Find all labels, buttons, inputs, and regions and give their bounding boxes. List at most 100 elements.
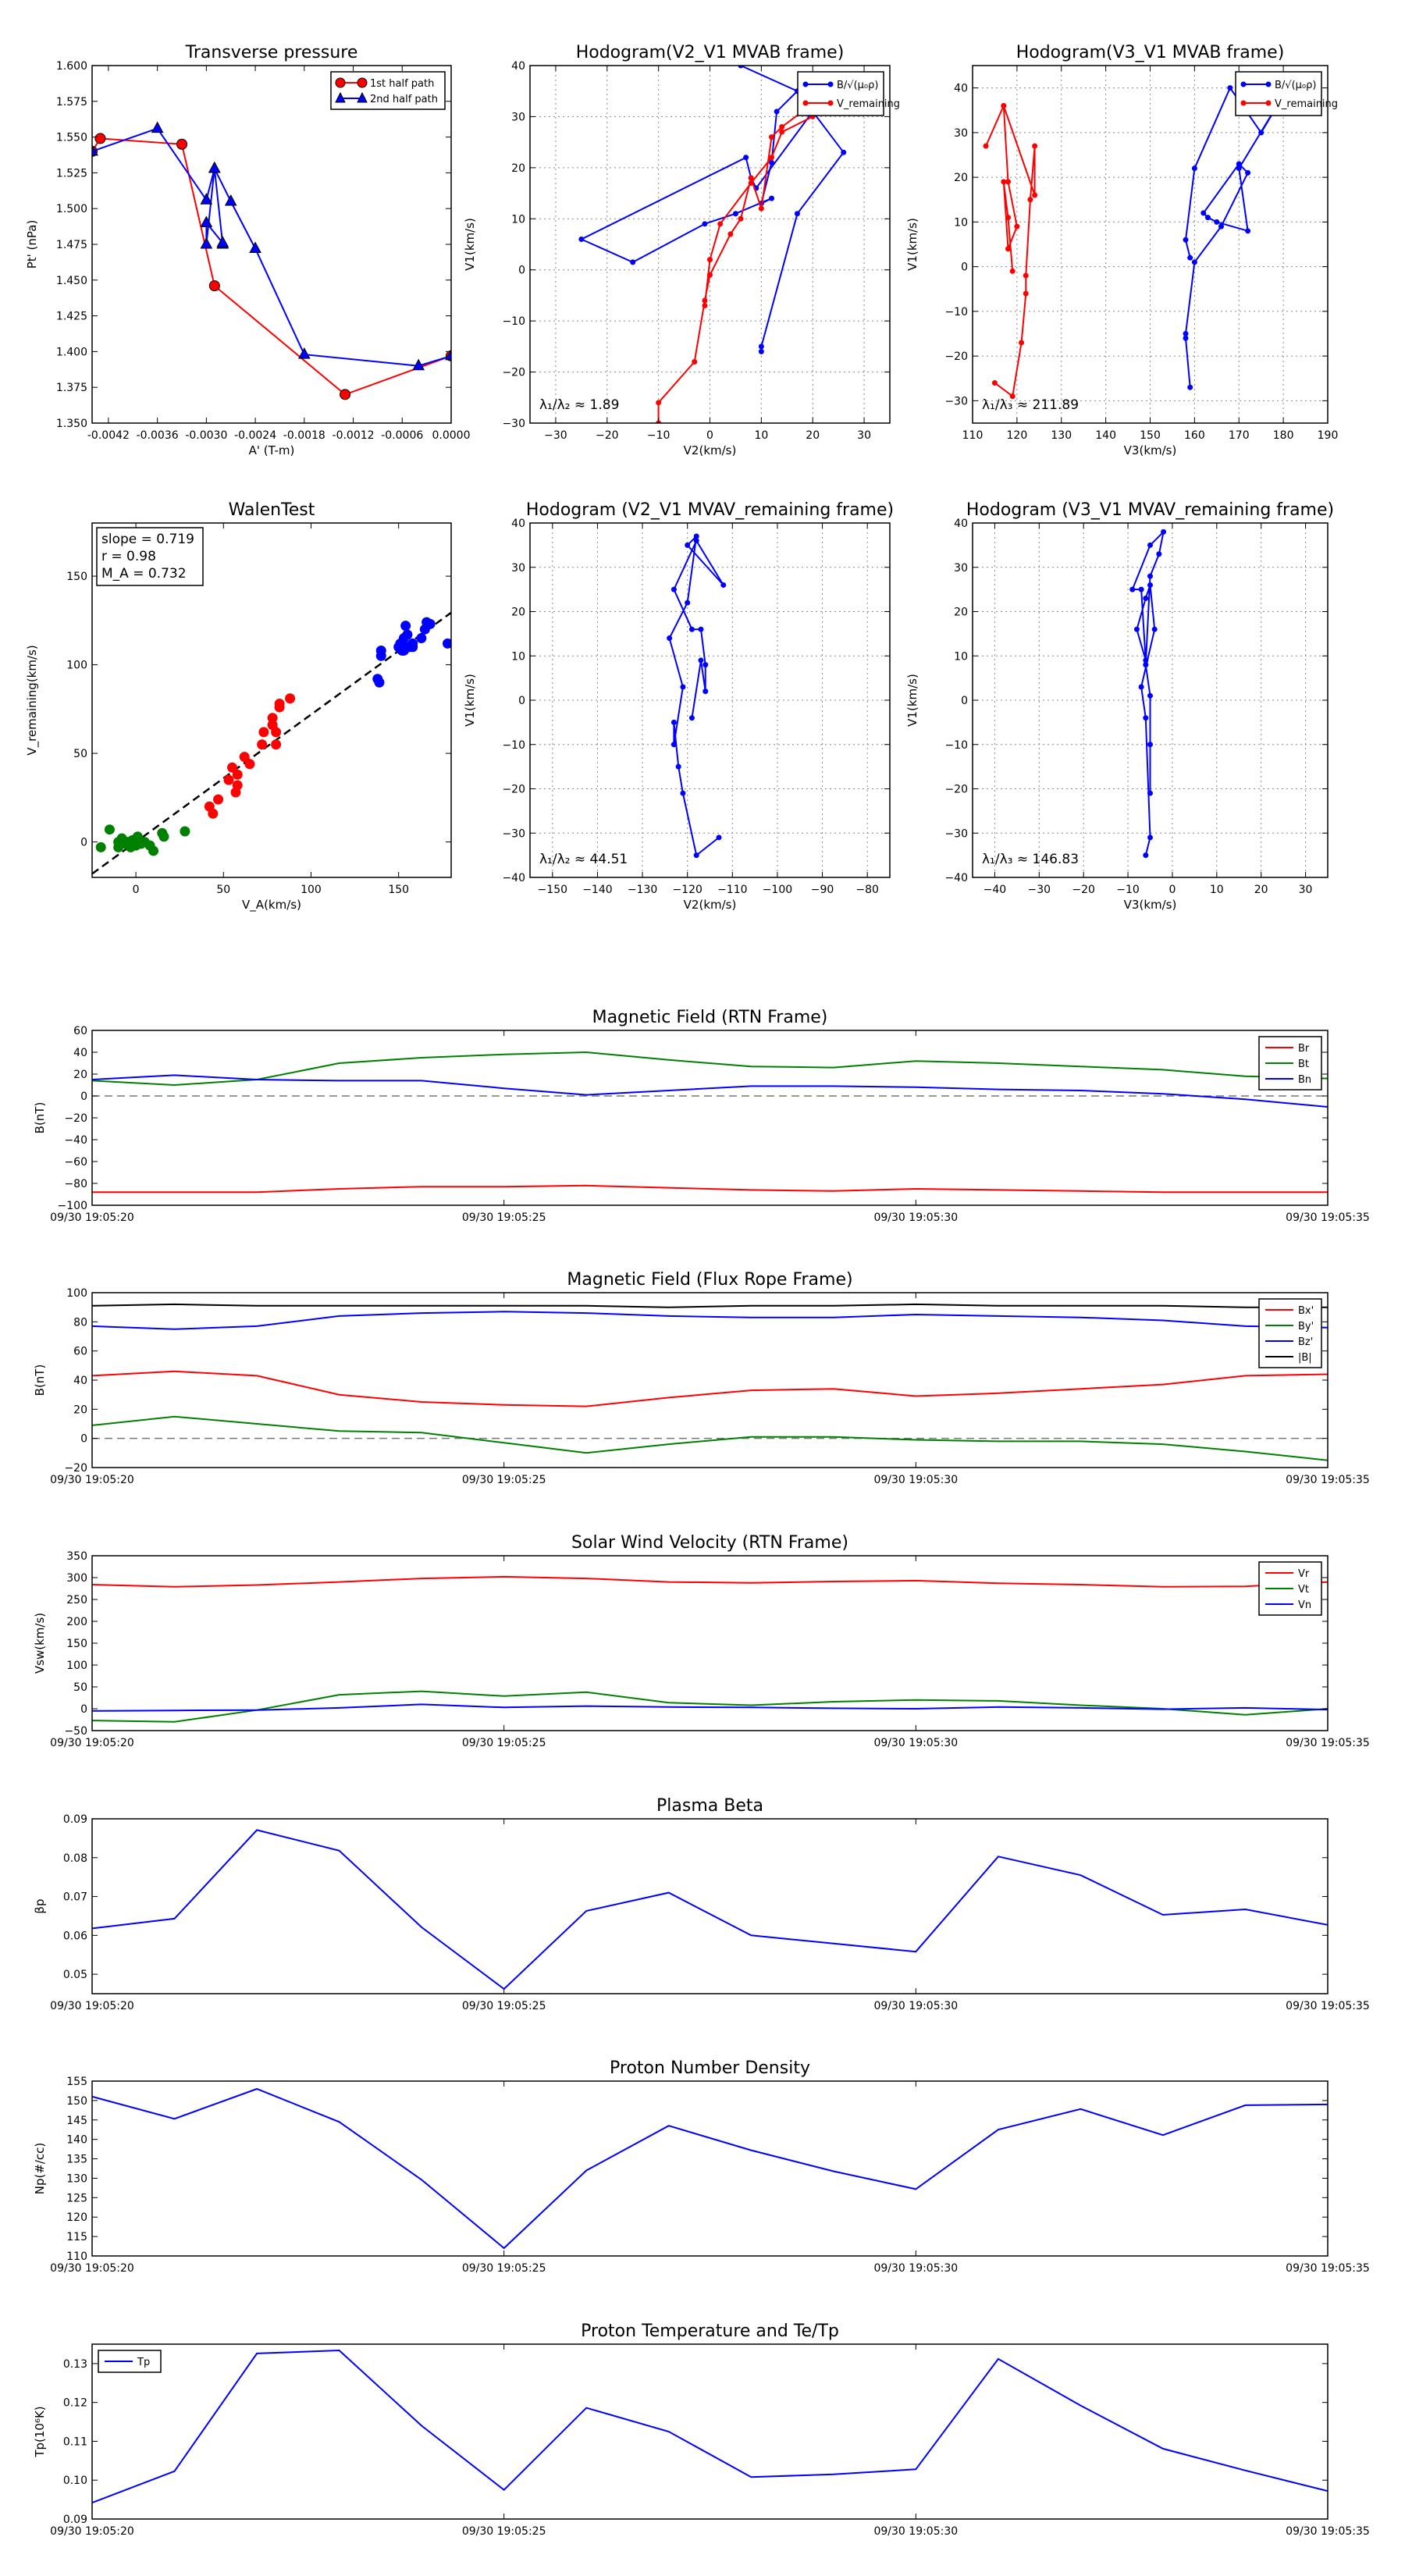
legend: B/√(μ₀ρ) V_remaining <box>1235 71 1338 116</box>
data-point <box>412 358 425 371</box>
data-point <box>685 600 691 606</box>
data-point <box>688 626 695 632</box>
data-point <box>92 144 98 156</box>
x-tick-label: 0 <box>1168 884 1176 896</box>
data-point <box>688 715 695 721</box>
series-1st half path <box>92 133 451 400</box>
data-point <box>1191 165 1197 172</box>
plot-frame <box>91 1818 1329 1994</box>
y-tick-label: 30 <box>954 127 968 140</box>
x-tick-label: -0.0030 <box>185 429 227 442</box>
legend: 1st half path 2nd half path <box>330 71 446 110</box>
x-tick-label: −10 <box>1116 884 1140 896</box>
data-point <box>1138 586 1144 592</box>
data-point <box>1147 742 1153 748</box>
y-axis-label: βp <box>33 1898 47 1913</box>
data-point <box>667 635 673 642</box>
x-tick-label: 09/30 19:05:30 <box>873 1474 958 1486</box>
data-point <box>738 215 744 222</box>
data-point <box>1032 143 1038 149</box>
x-tick-label: −20 <box>1072 884 1095 896</box>
y-axis-label: V_remaining(km/s) <box>25 645 40 755</box>
data-point <box>707 257 713 263</box>
data-point <box>208 161 221 173</box>
chart-title: Proton Number Density <box>610 2058 810 2078</box>
data-point <box>416 633 427 644</box>
y-tick-label: 80 <box>73 1316 87 1329</box>
data-point <box>692 358 698 365</box>
x-tick-label: 09/30 19:05:25 <box>462 2525 546 2538</box>
chart-title: Proton Temperature and Te/Tp <box>581 2322 839 2341</box>
data-point <box>1156 551 1162 557</box>
data-point <box>1001 179 1007 185</box>
x-tick-label: 09/30 19:05:25 <box>462 1212 546 1224</box>
y-tick-label: 1.400 <box>56 346 87 358</box>
legend-marker <box>802 81 809 87</box>
legend-box <box>330 71 446 110</box>
x-tick-label: −40 <box>984 884 1007 896</box>
y-tick-label: 0 <box>80 1433 87 1446</box>
x-tick-label: 150 <box>388 884 409 896</box>
data-point <box>208 808 219 819</box>
legend-marker <box>802 100 809 106</box>
data-point <box>779 124 785 130</box>
x-tick-label: 10 <box>1210 884 1224 896</box>
data-point <box>340 389 351 400</box>
chart-title: Hodogram(V3_V1 MVAB frame) <box>1016 43 1285 62</box>
x-tick-label: 09/30 19:05:25 <box>462 1737 546 1749</box>
data-point <box>698 657 704 664</box>
x-tick-label: 140 <box>1095 429 1116 442</box>
stats-line: slope = 0.719 <box>101 532 194 547</box>
x-tick-label: 130 <box>1051 429 1072 442</box>
data-point <box>1143 595 1149 601</box>
x-tick-label: 09/30 19:05:20 <box>50 1212 134 1224</box>
data-point <box>1204 215 1211 221</box>
legend-label: Tp <box>137 2357 150 2368</box>
series-line <box>985 103 1036 398</box>
y-tick-label: −60 <box>64 1156 87 1169</box>
x-tick-label: 110 <box>962 429 984 442</box>
y-tick-label: 150 <box>66 1638 87 1650</box>
data-point <box>1023 290 1029 297</box>
x-tick-label: 30 <box>857 429 871 442</box>
x-tick-label: 09/30 19:05:35 <box>1286 2000 1370 2012</box>
plot-frame <box>91 1030 1329 1206</box>
data-point <box>180 826 190 837</box>
chart-hodo_v2_mvab: −30 −20 −10 0 10 20 30 −30 −20 −10 0 10 20 30 40 Hodogr… <box>463 43 900 457</box>
chart-hodo_v3_mvab: 110 120 130 140 150 160 170 180 190 −30 −20 −10 0 10 2… <box>905 43 1338 457</box>
legend: Bx' By' Bz' |B| <box>1258 1298 1322 1368</box>
eigenvalue-ratio-label: λ₁/λ₂ ≈ 44.51 <box>539 852 628 867</box>
x-tick-label: −90 <box>811 884 834 896</box>
data-point <box>727 231 734 237</box>
y-tick-label: 0 <box>961 262 968 274</box>
y-tick-label: 60 <box>73 1025 87 1037</box>
y-tick-label: 50 <box>73 1681 87 1694</box>
x-axis-label: V2(km/s) <box>684 898 737 912</box>
series-line <box>92 1074 1328 1108</box>
x-tick-label: 09/30 19:05:35 <box>1286 2262 1370 2275</box>
data-point <box>223 774 234 785</box>
y-tick-label: 30 <box>511 111 525 123</box>
series-line <box>92 1829 1328 1991</box>
series-line <box>92 1703 1328 1712</box>
y-tick-label: −10 <box>502 315 525 328</box>
legend-marker <box>335 91 346 103</box>
data-point <box>176 138 187 150</box>
y-tick-label: 0 <box>518 265 525 277</box>
legend-marker <box>335 77 346 88</box>
data-point <box>1009 393 1016 400</box>
chart-walen: 0 50 100 150 0 50 100 150 WalenTest V_A(km/s) V_re… <box>25 500 452 913</box>
x-axis-label: V_A(km/s) <box>242 898 301 913</box>
series-Br <box>92 1184 1328 1194</box>
data-point <box>693 533 699 539</box>
legend: B/√(μ₀ρ) V_remaining <box>797 71 900 116</box>
data-point <box>1143 715 1149 721</box>
series-line <box>92 1311 1328 1330</box>
data-point <box>675 763 681 770</box>
y-tick-label: 60 <box>73 1346 87 1358</box>
y-tick-label: 145 <box>66 2115 87 2127</box>
data-point <box>244 759 255 770</box>
y-tick-label: −10 <box>944 306 968 318</box>
data-point <box>991 379 998 386</box>
data-point <box>680 790 686 796</box>
